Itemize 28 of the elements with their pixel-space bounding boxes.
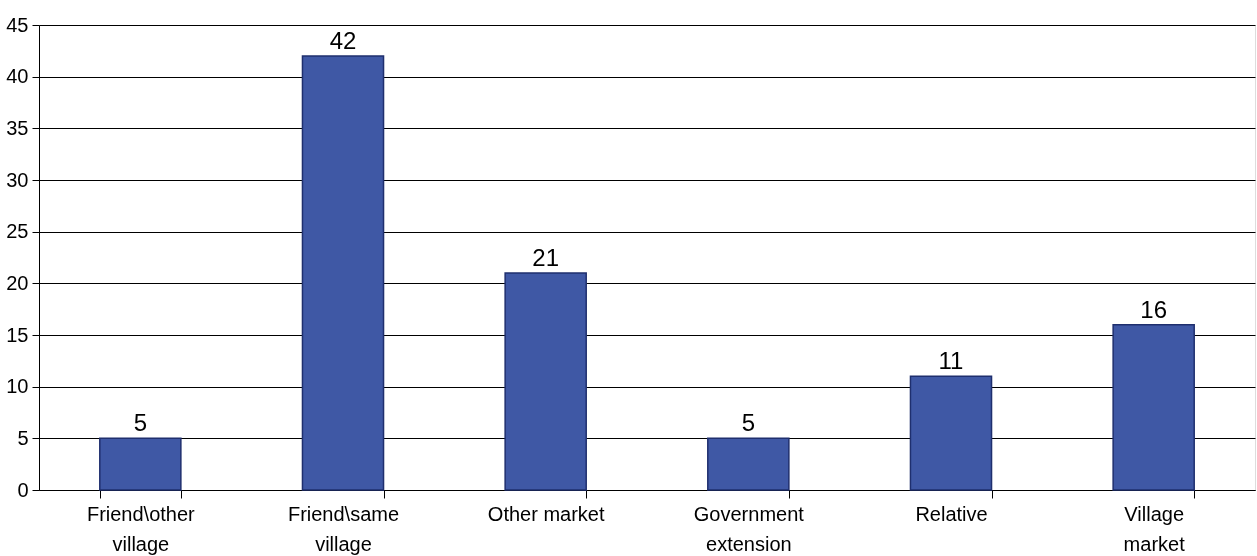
data-label: 11 [938, 347, 964, 375]
y-tick-label: 20 [6, 271, 29, 294]
data-label: 21 [532, 244, 560, 271]
bar [301, 55, 385, 491]
bar [504, 272, 587, 491]
bar [1112, 323, 1195, 491]
y-tick-label: 0 [17, 478, 29, 501]
bar [707, 437, 790, 491]
y-tick-label: 40 [6, 65, 29, 88]
x-tick-label: Friend\same village [287, 502, 400, 555]
x-tick-label: Friend\other village [86, 502, 196, 555]
y-tick-label: 35 [6, 116, 29, 139]
data-label: 5 [133, 409, 148, 437]
bar [909, 375, 993, 491]
data-label: 5 [741, 409, 756, 437]
y-tick-label: 15 [6, 323, 29, 346]
y-tick-label: 25 [6, 220, 29, 243]
data-label: 42 [329, 27, 357, 54]
y-tick-label: 10 [6, 375, 29, 398]
x-tick-label: Government extension [693, 502, 805, 555]
x-tick-label: Relative [915, 502, 988, 525]
bar [99, 437, 182, 491]
y-tick-label: 5 [17, 426, 29, 449]
y-tick-label: 30 [6, 168, 29, 191]
x-tick-label: Other market [487, 502, 605, 525]
y-tick-label: 45 [6, 13, 29, 36]
x-tick-label: Village market [1123, 502, 1186, 555]
data-label: 16 [1140, 295, 1168, 323]
